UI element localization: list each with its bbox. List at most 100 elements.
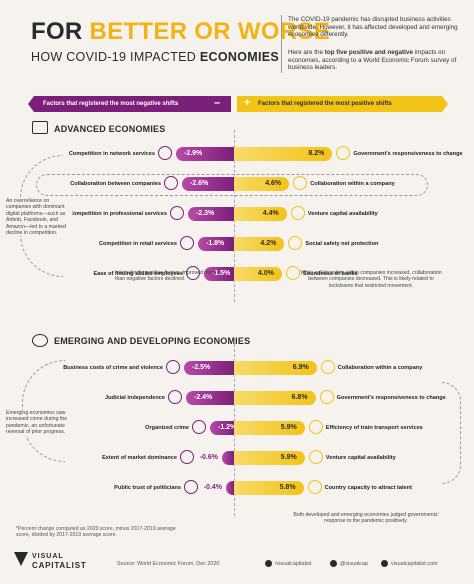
pos-bar-efficiency-of-train-transport-services xyxy=(234,421,305,435)
legend-negative-bar xyxy=(28,96,231,112)
pos-value-label: 5.9% xyxy=(280,424,297,431)
neg-icon-judicial-independence xyxy=(168,390,182,404)
emerging-right-bracket xyxy=(442,382,461,484)
pos-category-label: Government's responsiveness to change xyxy=(336,395,446,401)
neg-category-label: Judicial independence xyxy=(105,395,165,401)
social-twitter[interactable]: @visualcap xyxy=(340,561,368,567)
neg-category-label: Organized crime xyxy=(145,425,189,431)
neg-category-label: Business costs of crime and violence xyxy=(63,365,163,371)
pos-bar-venture-capital-availability xyxy=(234,451,305,465)
neg-category-label: Public trust of politicians xyxy=(114,485,181,491)
header-divider xyxy=(281,15,282,73)
brand-line-1: VISUAL xyxy=(32,553,64,560)
pos-icon-collaboration-within-a-company xyxy=(320,360,335,374)
pos-value-label: 4.0% xyxy=(258,270,274,277)
pos-category-label: Country capacity to attract talent xyxy=(324,485,412,491)
page-subtitle: HOW COVID-19 IMPACTED ECONOMIES xyxy=(31,50,279,64)
pos-value-label: 8.2% xyxy=(308,150,325,157)
neg-bar-organized-crime xyxy=(210,421,234,435)
pos-category-label: Soundness of banks xyxy=(303,271,358,277)
footnote: *Percent change computed as 2020 score, … xyxy=(16,526,176,539)
neg-icon-ease-of-finding-skilled-employees xyxy=(186,266,200,280)
neg-icon-competition-in-professional-services xyxy=(170,206,184,220)
neg-category-label: Competition in professional services xyxy=(69,211,167,217)
globe-icon xyxy=(32,334,48,347)
neg-value-label: -2.9% xyxy=(184,150,203,157)
pos-bar-venture-capital-availability xyxy=(234,207,287,221)
pos-icon-soundness-of-banks xyxy=(286,266,300,280)
neg-bar-judicial-independence xyxy=(186,391,234,405)
neg-value-label: -2.3% xyxy=(196,210,215,217)
source-text: Source: World Economic Forum, Dec 2020 xyxy=(117,561,220,567)
subtitle-part-2: ECONOMIES xyxy=(199,50,279,64)
intro-p2-text-a: Here are the xyxy=(288,49,325,56)
neg-bar-ease-of-finding-skilled-employees xyxy=(204,267,234,281)
neg-icon-organized-crime xyxy=(192,420,206,434)
pos-value-label: 6.9% xyxy=(292,364,309,371)
intro-p2-bold: top five positive and negative xyxy=(324,49,413,56)
pos-icon-country-capacity-to-attract-talent xyxy=(307,480,322,494)
neg-bar-business-costs-of-crime-and-violence xyxy=(184,361,234,375)
neg-bar-collaboration-between-companies xyxy=(182,177,234,191)
twitter-icon[interactable] xyxy=(330,560,337,567)
neg-value-label: -1.8% xyxy=(206,240,225,247)
neg-icon-business-costs-of-crime-and-violence xyxy=(166,360,180,374)
pos-value-label: 4.2% xyxy=(260,240,277,247)
neg-value-label: -2.6% xyxy=(190,180,209,187)
pos-category-label: Venture capital availability xyxy=(307,211,378,217)
neg-icon-collaboration-between-companies xyxy=(164,176,178,190)
note-advanced-center: Interestingly, positive factors improved… xyxy=(115,270,217,283)
neg-bar-extent-of-market-dominance xyxy=(222,451,234,465)
pos-bar-social-safety-net-protection xyxy=(234,237,285,251)
social-facebook[interactable]: /visualcapitalist xyxy=(275,561,312,567)
pos-value-label: 5.9% xyxy=(280,454,297,461)
brand-line-2: CAPITALIST xyxy=(32,561,87,570)
legend-positive-label: Factors that registered the most positiv… xyxy=(258,101,392,107)
pos-icon-venture-capital-availability xyxy=(308,450,323,464)
neg-icon-competition-in-retail-services xyxy=(180,236,194,250)
pos-icon-government-s-responsiveness-to-change xyxy=(319,390,334,404)
pos-bar-country-capacity-to-attract-talent xyxy=(234,481,304,495)
pos-category-label: Collaboration within a company xyxy=(337,365,423,371)
neg-icon-public-trust-of-politicians xyxy=(184,480,198,494)
neg-bar-public-trust-of-politicians xyxy=(226,481,234,495)
neg-value-label: -0.6% xyxy=(199,454,218,461)
neg-icon-extent-of-market-dominance xyxy=(180,450,194,464)
neg-category-label: Collaboration between companies xyxy=(70,181,161,187)
note-emerging-left: Emerging economies saw increased crime d… xyxy=(6,410,76,436)
legend-positive-bar xyxy=(237,96,448,112)
legend-minus-sign: – xyxy=(214,97,221,109)
pos-icon-social-safety-net-protection xyxy=(288,236,303,250)
pos-category-label: Government's responsiveness to change xyxy=(353,151,463,157)
neg-category-label: Competition in retail services xyxy=(98,241,177,247)
pos-bar-collaboration-within-a-company xyxy=(234,361,317,375)
pos-category-label: Venture capital availability xyxy=(325,455,396,461)
pos-icon-government-s-responsiveness-to-change xyxy=(336,146,351,160)
legend-negative-label: Factors that registered the most negativ… xyxy=(43,101,179,107)
pos-category-label: Collaboration within a company xyxy=(310,181,395,187)
title-part-1: FOR xyxy=(31,18,90,45)
pos-icon-collaboration-within-a-company xyxy=(293,176,308,190)
pos-bar-collaboration-within-a-company xyxy=(234,177,290,191)
pos-value-label: 4.4% xyxy=(262,210,279,217)
website-icon[interactable] xyxy=(381,560,388,567)
pos-bar-government-s-responsiveness-to-change xyxy=(234,391,316,405)
footer xyxy=(0,548,474,584)
pos-value-label: 4.6% xyxy=(265,180,282,187)
section-title-emerging: EMERGING AND DEVELOPING ECONOMIES xyxy=(54,336,251,346)
pos-value-label: 6.8% xyxy=(291,394,308,401)
neg-category-label: Extent of market dominance xyxy=(102,455,177,461)
neg-value-label: -2.4% xyxy=(194,394,213,401)
money-icon xyxy=(32,121,48,134)
neg-bar-competition-in-professional-services xyxy=(188,207,234,221)
pos-bar-soundness-of-banks xyxy=(234,267,282,281)
legend-plus-sign: + xyxy=(244,97,251,109)
intro-paragraph-1: The COVID-19 pandemic has disrupted busi… xyxy=(288,16,458,39)
title-part-2: BETTER OR WORSE xyxy=(89,18,331,45)
facebook-icon[interactable] xyxy=(265,560,272,567)
social-website[interactable]: visualcapitalist.com xyxy=(391,561,438,567)
collaboration-highlight xyxy=(36,174,428,196)
neg-value-label: -0.4% xyxy=(203,484,222,491)
pos-value-label: 5.8% xyxy=(279,484,296,491)
neg-category-label: Competition in network services xyxy=(68,151,155,157)
